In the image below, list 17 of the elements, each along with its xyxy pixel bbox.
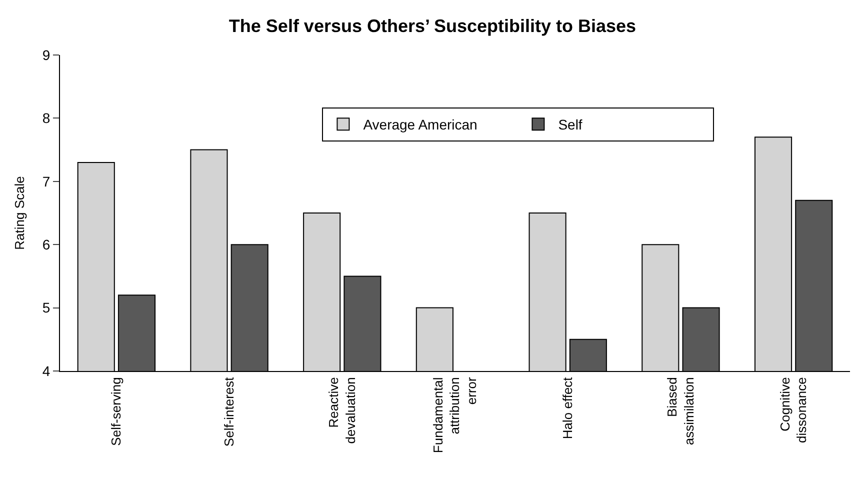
y-tick-label: 9 [42, 46, 50, 63]
y-tick-label: 7 [42, 173, 50, 190]
y-tick-label: 8 [42, 110, 50, 126]
x-tick-label: Cognitive dissonance [777, 377, 810, 443]
x-tick-label: Self-interest [222, 376, 237, 447]
legend-label: Self [558, 116, 582, 133]
legend-label: Average American [363, 116, 478, 133]
x-tick-label: Halo effect [560, 376, 576, 440]
chart-title: The Self versus Others’ Susceptibility to Biases [228, 16, 636, 36]
y-axis-title: Rating Scale [12, 176, 27, 250]
x-tick-label: Reactive devaluation [326, 377, 358, 444]
y-tick-label: 5 [42, 300, 50, 316]
x-tick-label: Biased assimilation [664, 377, 696, 446]
x-tick-label: Self-serving [108, 377, 124, 446]
y-tick-label: 6 [42, 236, 50, 252]
y-tick-label: 4 [42, 362, 50, 379]
x-tick-label: Fundamental attribution error [430, 376, 480, 454]
